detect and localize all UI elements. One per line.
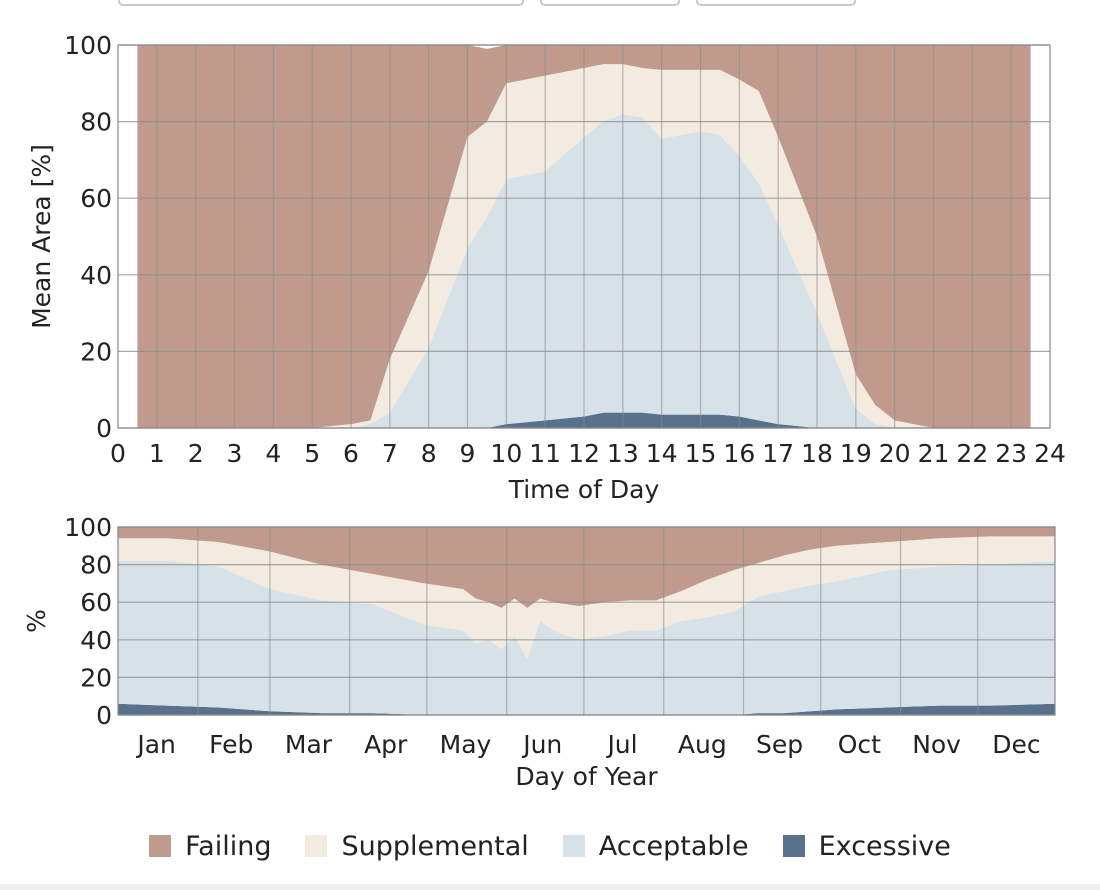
top-ytick-label: 20	[80, 337, 112, 366]
bottom-xtick-label: Jul	[605, 730, 637, 759]
top-ytick-label: 80	[80, 108, 112, 137]
top-ytick-label: 0	[96, 414, 112, 443]
dropdown-period[interactable]	[540, 0, 680, 6]
top-x-axis-title: Time of Day	[508, 475, 660, 504]
top-xtick-label: 11	[529, 439, 561, 468]
top-xtick-label: 3	[227, 439, 243, 468]
top-xtick-label: 15	[685, 439, 717, 468]
top-xtick-label: 6	[343, 439, 359, 468]
top-frame	[117, 44, 1051, 429]
bottom-ytick-label: 40	[80, 626, 112, 655]
bottom-y-axis-title: %	[22, 609, 51, 633]
top-xtick-label: 18	[801, 439, 833, 468]
top-xtick-label: 19	[840, 439, 872, 468]
bottom-xtick-label: Apr	[364, 730, 408, 759]
top-xtick-label: 8	[421, 439, 437, 468]
legend-swatch-excessive	[782, 835, 805, 857]
legend-label-supplemental: Supplemental	[341, 830, 529, 862]
legend-item-acceptable: Acceptable	[562, 830, 749, 862]
bottom-xtick-label: Mar	[285, 730, 333, 759]
top-xtick-label: 12	[568, 439, 600, 468]
bottom-ytick-label: 100	[64, 513, 112, 542]
top-xtick-label: 24	[1034, 439, 1066, 468]
bottom-frame	[117, 526, 1056, 716]
top-ytick-label: 40	[80, 261, 112, 290]
legend-swatch-acceptable	[562, 835, 585, 857]
legend-item-supplemental: Supplemental	[305, 830, 529, 862]
top-xtick-label: 22	[956, 439, 988, 468]
bottom-xtick-label: Jan	[135, 730, 176, 759]
bottom-plot	[118, 527, 1055, 715]
top-xtick-label: 2	[188, 439, 204, 468]
top-xtick-label: 13	[607, 439, 639, 468]
legend-label-excessive: Excessive	[818, 830, 951, 862]
top-area-failing	[137, 45, 1031, 428]
top-ytick-label: 60	[80, 184, 112, 213]
bottom-xtick-label: Nov	[912, 730, 961, 759]
bottom-divider	[0, 884, 1100, 890]
top-xtick-label: 16	[723, 439, 755, 468]
bottom-ytick-label: 20	[80, 663, 112, 692]
legend-label-failing: Failing	[185, 830, 272, 862]
bottom-grid	[118, 526, 1055, 716]
bottom-ytick-label: 80	[80, 551, 112, 580]
legend-swatch-supplemental	[305, 835, 328, 857]
bottom-xtick-label: Jun	[521, 730, 562, 759]
top-xtick-label: 1	[149, 439, 165, 468]
top-xtick-label: 14	[646, 439, 678, 468]
top-xtick-label: 23	[995, 439, 1027, 468]
dropdown-metric[interactable]	[118, 0, 524, 6]
top-xtick-label: 21	[918, 439, 950, 468]
top-xtick-label: 5	[304, 439, 320, 468]
legend-item-failing: Failing	[149, 831, 271, 862]
top-ytick-label: 100	[64, 31, 112, 60]
bottom-xtick-label: Aug	[678, 730, 727, 759]
percent-by-day-of-year-chart: 0 20 40 60 80 100 Jan Feb Mar Apr May Jun Jul Aug Sep O…	[22, 513, 1056, 791]
bottom-x-axis-title: Day of Year	[515, 762, 658, 791]
bottom-ytick-label: 60	[80, 588, 112, 617]
top-xtick-label: 0	[110, 439, 126, 468]
bottom-ytick-label: 0	[96, 701, 112, 730]
bottom-xtick-label: Sep	[756, 730, 803, 759]
top-xtick-label: 20	[879, 439, 911, 468]
legend-item-excessive: Excessive	[782, 830, 951, 862]
top-xtick-label: 7	[382, 439, 398, 468]
top-xtick-label: 4	[265, 439, 281, 468]
bottom-xtick-label: Dec	[992, 730, 1040, 759]
legend-label-acceptable: Acceptable	[598, 830, 749, 862]
legend-swatch-failing	[149, 835, 172, 857]
toolbar	[0, 0, 1100, 10]
dropdown-option[interactable]	[696, 0, 856, 6]
bottom-xtick-label: Oct	[838, 730, 881, 759]
top-xtick-label: 10	[490, 439, 522, 468]
bottom-xtick-label: Feb	[209, 730, 253, 759]
legend: Failing Supplemental Acceptable Excessiv…	[0, 826, 1100, 866]
top-xtick-label: 17	[762, 439, 794, 468]
top-y-axis-title: Mean Area [%]	[27, 144, 56, 329]
bottom-xtick-label: May	[440, 730, 492, 759]
top-xtick-label: 9	[460, 439, 476, 468]
